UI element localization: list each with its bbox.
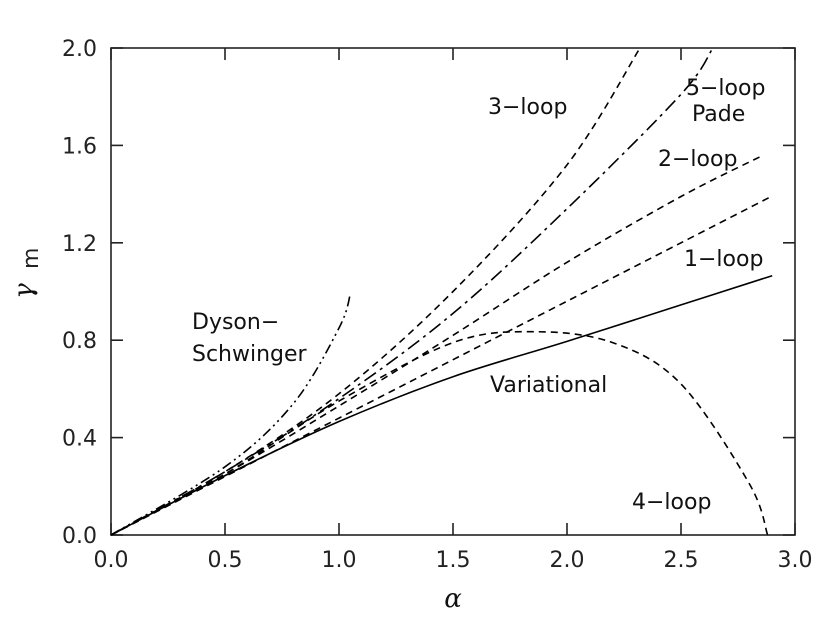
curve-label: 1−loop: [684, 247, 763, 272]
axis-ticks: 0.0 0.5 1.0 1.5 2.0 2.5 3.0 0.0 0.4 0.8 1.2 1.6 2.0: [62, 37, 813, 573]
x-tick-label: 1.0: [322, 548, 357, 573]
curve-label: 3−loop: [488, 95, 567, 120]
x-tick-label: 2.5: [664, 548, 699, 573]
curve-label: Pade: [692, 102, 745, 127]
y-tick-label: 0.8: [62, 329, 97, 354]
y-tick-label: 2.0: [62, 37, 97, 62]
curve-label: 5−loop: [686, 76, 765, 101]
series-dyson-schwinger-line: [110, 293, 352, 536]
x-tick-label: 1.5: [436, 548, 471, 573]
curve-label: Dyson−: [192, 310, 279, 335]
x-axis-title: α: [444, 584, 462, 614]
y-tick-label: 1.2: [62, 232, 97, 257]
curve-label: 2−loop: [658, 147, 737, 172]
x-tick-label: 3.0: [778, 548, 813, 573]
y-tick-label: 0.4: [62, 427, 97, 452]
x-tick-label: 0.0: [94, 548, 129, 573]
curve-label: Variational: [490, 373, 607, 398]
curve-label: 4−loop: [632, 490, 711, 515]
x-tick-label: 0.5: [208, 548, 243, 573]
series-4-loop-line: [110, 330, 769, 536]
series-3-loop-line: [110, 47, 641, 536]
series-variational-line: [110, 274, 773, 536]
curve-label: Schwinger: [192, 342, 308, 367]
y-tick-label: 1.6: [62, 134, 97, 159]
y-tick-label: 0.0: [62, 524, 97, 549]
x-tick-label: 2.0: [550, 548, 585, 573]
curves: [110, 47, 773, 536]
series-2-loop-line: [110, 155, 762, 536]
series-1-loop-line: [110, 195, 773, 536]
y-axis-title-subscript: m: [19, 248, 44, 269]
y-axis-title: γ: [9, 283, 39, 299]
series-5-loop-pade-line: [110, 47, 714, 536]
